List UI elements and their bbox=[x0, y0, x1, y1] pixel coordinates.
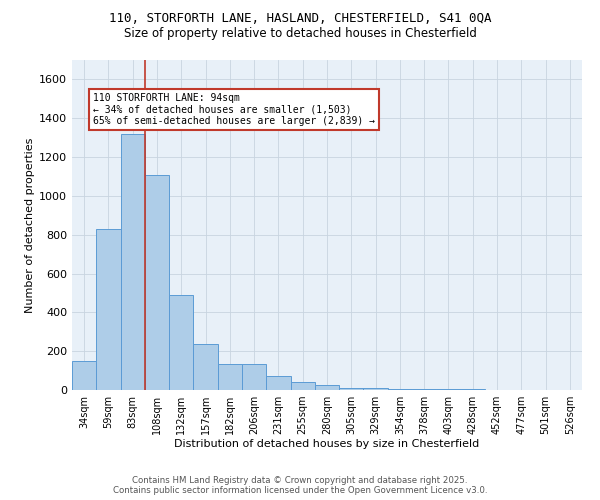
Text: 110, STORFORTH LANE, HASLAND, CHESTERFIELD, S41 0QA: 110, STORFORTH LANE, HASLAND, CHESTERFIE… bbox=[109, 12, 491, 26]
Bar bbox=[96, 229, 121, 390]
Bar bbox=[169, 295, 193, 390]
Bar bbox=[461, 389, 485, 390]
Bar bbox=[339, 388, 364, 390]
Text: Size of property relative to detached houses in Chesterfield: Size of property relative to detached ho… bbox=[124, 28, 476, 40]
Bar bbox=[242, 364, 266, 390]
Text: Contains HM Land Registry data © Crown copyright and database right 2025.
Contai: Contains HM Land Registry data © Crown c… bbox=[113, 476, 487, 495]
Bar bbox=[193, 344, 218, 390]
Bar bbox=[218, 364, 242, 390]
Bar bbox=[364, 388, 388, 390]
Bar bbox=[388, 389, 412, 390]
Bar bbox=[315, 385, 339, 390]
Bar bbox=[121, 134, 145, 390]
Text: 110 STORFORTH LANE: 94sqm
← 34% of detached houses are smaller (1,503)
65% of se: 110 STORFORTH LANE: 94sqm ← 34% of detac… bbox=[92, 93, 374, 126]
Bar bbox=[72, 361, 96, 390]
Bar bbox=[436, 389, 461, 390]
Y-axis label: Number of detached properties: Number of detached properties bbox=[25, 138, 35, 312]
Bar bbox=[266, 376, 290, 390]
Bar bbox=[412, 389, 436, 390]
X-axis label: Distribution of detached houses by size in Chesterfield: Distribution of detached houses by size … bbox=[175, 438, 479, 448]
Bar bbox=[290, 382, 315, 390]
Bar bbox=[145, 174, 169, 390]
